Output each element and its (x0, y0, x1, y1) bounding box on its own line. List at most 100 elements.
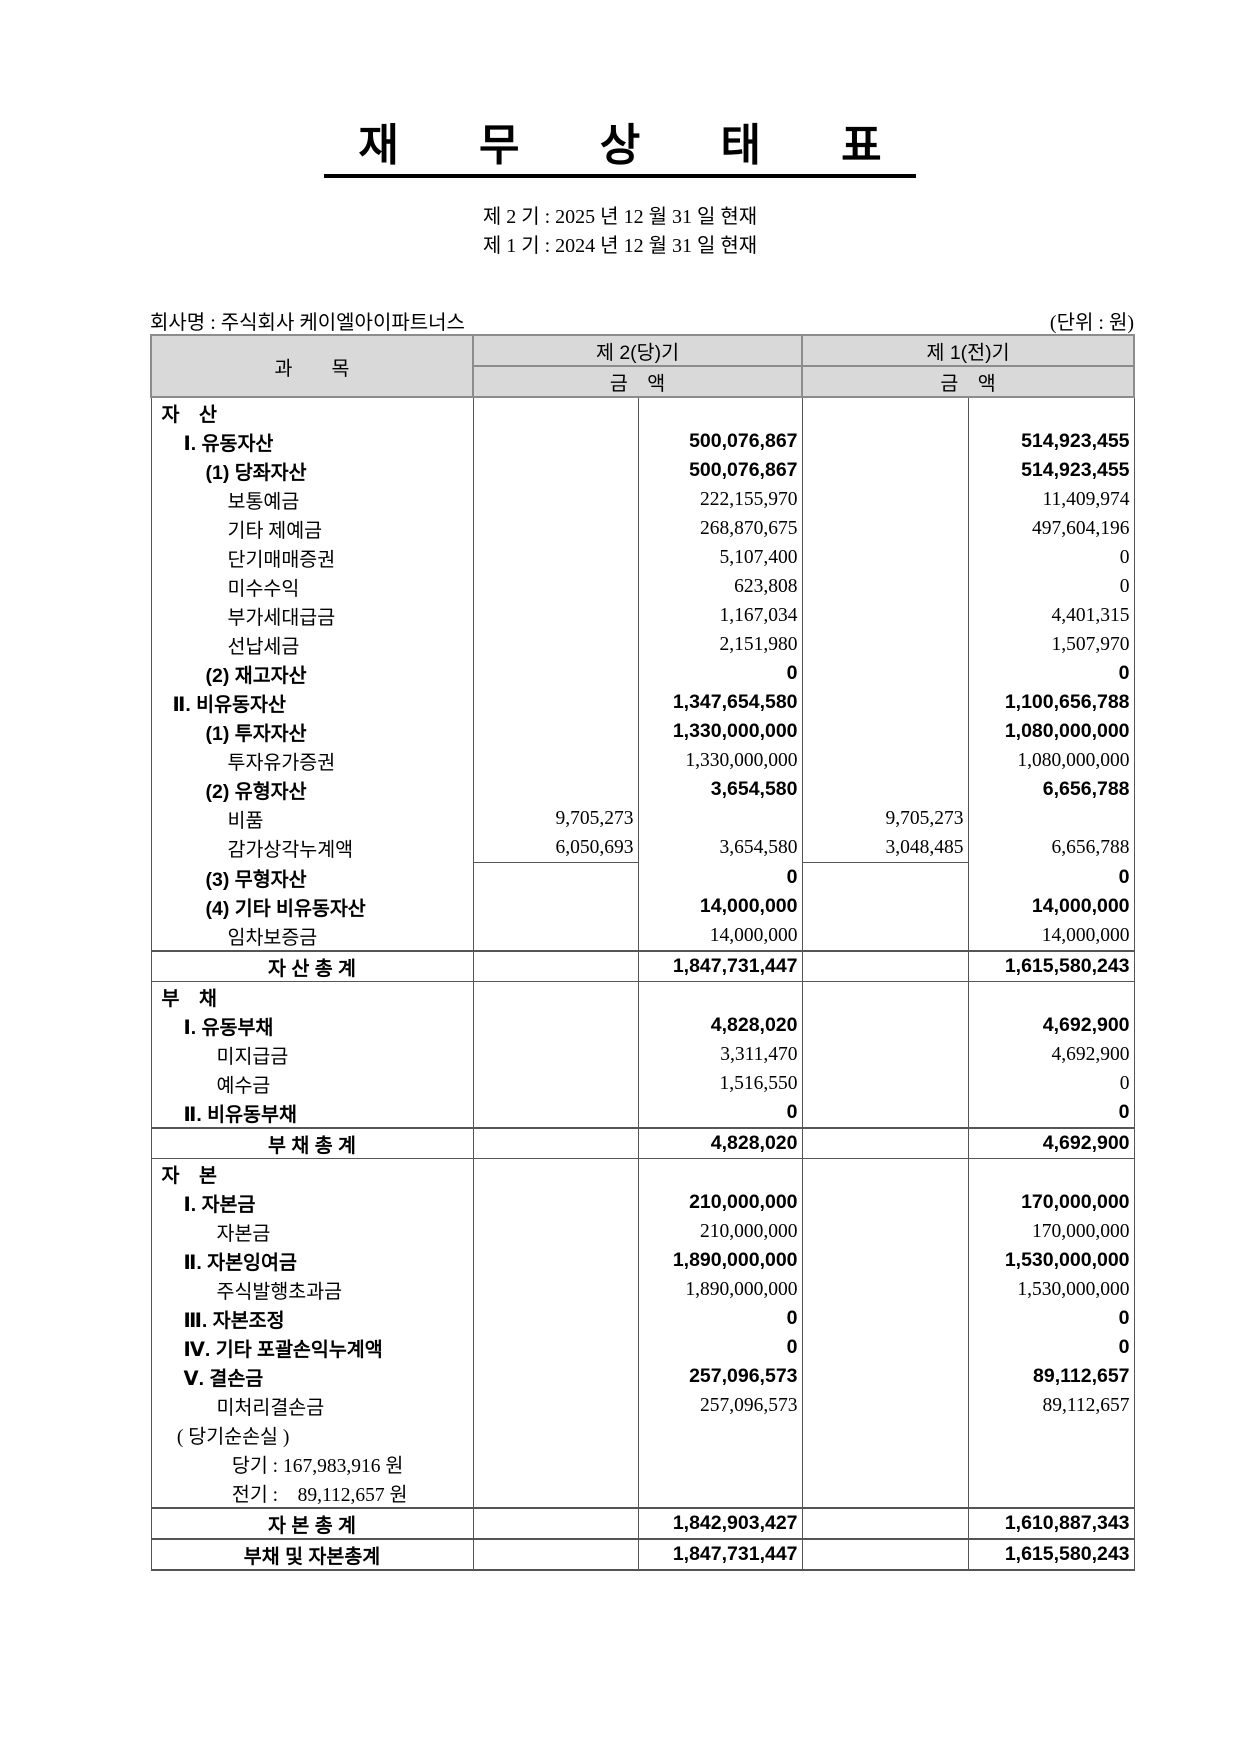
row-label: 주식발행초과금 (150, 1275, 474, 1304)
row-label: Ⅴ. 결손금 (150, 1362, 474, 1391)
cell-previous-detail (801, 659, 969, 688)
cell-current-amount: 500,076,867 (637, 456, 803, 485)
cell-current-detail (472, 1507, 639, 1540)
row-label: 감가상각누계액 (150, 833, 474, 863)
cell-current-amount: 257,096,573 (637, 1362, 803, 1391)
row-label: 부채 및 자본총계 (150, 1538, 474, 1571)
cell-current-amount: 0 (637, 659, 803, 688)
cell-previous-detail (801, 1217, 969, 1246)
cell-current-amount: 2,151,980 (637, 630, 803, 659)
cell-previous-amount: 11,409,974 (967, 485, 1135, 514)
row-label: 선납세금 (150, 630, 474, 659)
row-label: 자 본 (150, 1158, 474, 1188)
row-label: 부가세대급금 (150, 601, 474, 630)
cell-previous-amount (967, 981, 1135, 1011)
row-label: Ⅰ. 유동자산 (150, 427, 474, 456)
cell-current-detail (472, 981, 639, 1011)
cell-current-detail (472, 892, 639, 921)
cell-previous-amount: 514,923,455 (967, 427, 1135, 456)
cell-current-amount (637, 1478, 803, 1508)
cell-current-detail (472, 1246, 639, 1275)
row-label: (1) 당좌자산 (150, 456, 474, 485)
cell-current-detail (472, 1188, 639, 1217)
row-label: 자 산 총 계 (150, 950, 474, 982)
table-row: 투자유가증권 1,330,000,000 1,080,000,000 (150, 746, 1135, 775)
cell-previous-detail (801, 1040, 969, 1069)
cell-current-amount: 4,828,020 (637, 1127, 803, 1159)
cell-current-amount: 210,000,000 (637, 1188, 803, 1217)
cell-previous-detail (801, 572, 969, 601)
cell-current-detail (472, 950, 639, 982)
cell-previous-detail (801, 1098, 969, 1128)
cell-previous-detail (801, 981, 969, 1011)
cell-previous-detail (801, 601, 969, 630)
table-row: 보통예금 222,155,970 11,409,974 (150, 485, 1135, 514)
table-row: (1) 투자자산 1,330,000,000 1,080,000,000 (150, 717, 1135, 746)
table-row: (1) 당좌자산 500,076,867 514,923,455 (150, 456, 1135, 485)
cell-current-amount (637, 1158, 803, 1188)
row-label: ( 당기순손실 ) (150, 1420, 474, 1449)
cell-previous-amount: 0 (967, 659, 1135, 688)
cell-previous-detail: 9,705,273 (801, 804, 969, 833)
cell-previous-detail (801, 921, 969, 951)
table-row: (4) 기타 비유동자산 14,000,000 14,000,000 (150, 892, 1135, 921)
table-row: 당기 : 167,983,916 원 (150, 1449, 1135, 1478)
cell-previous-detail (801, 688, 969, 717)
cell-current-amount (637, 1449, 803, 1478)
cell-previous-detail (801, 1449, 969, 1478)
row-label: (1) 투자자산 (150, 717, 474, 746)
cell-current-amount: 3,654,580 (637, 775, 803, 804)
cell-previous-amount: 4,692,900 (967, 1040, 1135, 1069)
cell-previous-amount: 89,112,657 (967, 1391, 1135, 1420)
table-row: Ⅰ. 자본금 210,000,000 170,000,000 (150, 1188, 1135, 1217)
cell-current-detail: 9,705,273 (472, 804, 639, 833)
cell-previous-amount: 170,000,000 (967, 1217, 1135, 1246)
cell-previous-amount: 497,604,196 (967, 514, 1135, 543)
table-row: (2) 유형자산 3,654,580 6,656,788 (150, 775, 1135, 804)
cell-current-detail (472, 1420, 639, 1449)
table-row: 자 산 총 계 1,847,731,447 1,615,580,243 (150, 950, 1135, 982)
cell-previous-detail (801, 543, 969, 572)
cell-current-amount: 3,654,580 (637, 833, 803, 863)
cell-current-detail (472, 1391, 639, 1420)
cell-previous-amount: 4,692,900 (967, 1127, 1135, 1159)
row-label: 부 채 (150, 981, 474, 1011)
table-row: 미지급금 3,311,470 4,692,900 (150, 1040, 1135, 1069)
cell-previous-amount: 1,615,580,243 (967, 1538, 1135, 1571)
header-subject: 과 목 (150, 334, 474, 398)
row-label: 비품 (150, 804, 474, 833)
table-row: 기타 제예금 268,870,675 497,604,196 (150, 514, 1135, 543)
table-row: 미수수익 623,808 0 (150, 572, 1135, 601)
cell-previous-amount: 0 (967, 862, 1135, 892)
table-row: 부 채 총 계 4,828,020 4,692,900 (150, 1127, 1135, 1159)
row-label: (2) 유형자산 (150, 775, 474, 804)
row-label: 보통예금 (150, 485, 474, 514)
cell-previous-amount: 0 (967, 1304, 1135, 1333)
table-row: 자 본 총 계 1,842,903,427 1,610,887,343 (150, 1507, 1135, 1540)
cell-current-amount: 268,870,675 (637, 514, 803, 543)
cell-previous-detail (801, 485, 969, 514)
cell-current-amount: 1,167,034 (637, 601, 803, 630)
table-row: ( 당기순손실 ) (150, 1420, 1135, 1449)
cell-current-detail (472, 659, 639, 688)
unit-label: (단위 : 원) (1049, 312, 1134, 334)
cell-previous-amount: 89,112,657 (967, 1362, 1135, 1391)
company-name: 회사명 : 주식회사 케이엘아이파트너스 (150, 312, 465, 334)
cell-previous-amount: 1,530,000,000 (967, 1246, 1135, 1275)
table-row: 미처리결손금 257,096,573 89,112,657 (150, 1391, 1135, 1420)
cell-current-amount: 1,847,731,447 (637, 1538, 803, 1571)
row-label: 기타 제예금 (150, 514, 474, 543)
cell-previous-amount: 0 (967, 1333, 1135, 1362)
cell-current-detail (472, 427, 639, 456)
table-row: Ⅳ. 기타 포괄손익누계액 0 0 (150, 1333, 1135, 1362)
cell-previous-detail (801, 1538, 969, 1571)
cell-current-detail: 6,050,693 (472, 833, 639, 863)
row-label: (4) 기타 비유동자산 (150, 892, 474, 921)
period-current: 제 2 기 : 2025 년 12 월 31 일 현재 (482, 206, 758, 228)
row-label: 미지급금 (150, 1040, 474, 1069)
cell-current-amount (637, 397, 803, 427)
cell-current-detail (472, 746, 639, 775)
table-row: 주식발행초과금 1,890,000,000 1,530,000,000 (150, 1275, 1135, 1304)
cell-current-detail (472, 543, 639, 572)
document-title: 재 무 상 태 표 (0, 118, 1240, 178)
